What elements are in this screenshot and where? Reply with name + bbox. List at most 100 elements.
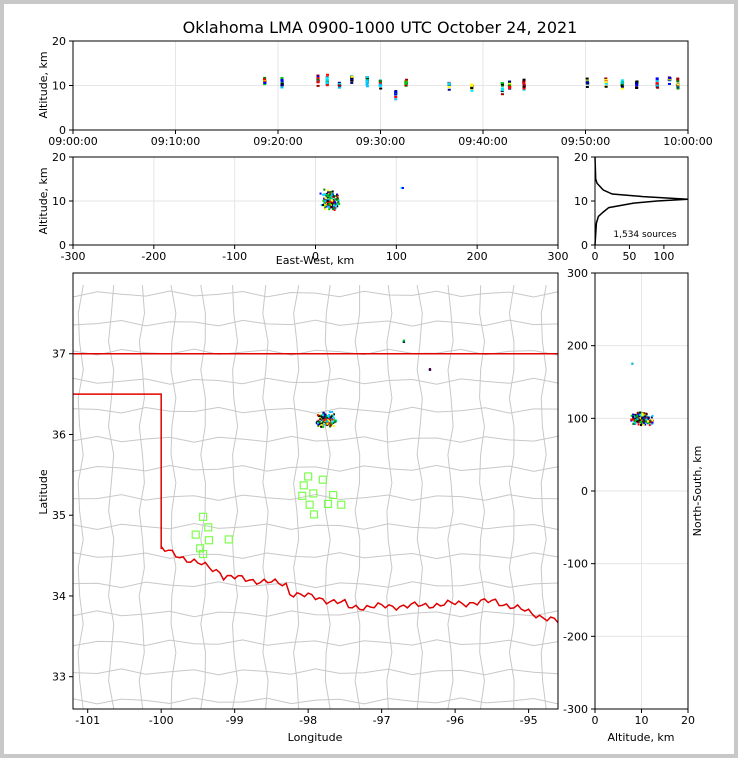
plan-source bbox=[320, 415, 323, 418]
plan-source bbox=[322, 425, 325, 428]
time-height-source bbox=[635, 82, 639, 85]
time-height-source bbox=[350, 81, 354, 84]
plan-source bbox=[326, 421, 329, 424]
lma-station-marker bbox=[198, 512, 208, 521]
county-line bbox=[72, 697, 559, 705]
ns-source bbox=[639, 421, 642, 424]
ew-source bbox=[332, 208, 335, 211]
ew-source bbox=[336, 194, 339, 197]
ew-ylabel: Altitude, km bbox=[37, 167, 50, 234]
ns-source bbox=[635, 421, 638, 424]
ew-source bbox=[334, 206, 337, 209]
ns-source bbox=[635, 416, 638, 419]
ew-source bbox=[329, 200, 332, 203]
time-height-source bbox=[325, 84, 329, 87]
time-height-source bbox=[635, 86, 639, 89]
time-height-source bbox=[676, 83, 680, 86]
ew-source bbox=[331, 203, 334, 206]
ew-source bbox=[334, 205, 337, 208]
plan-source bbox=[315, 422, 318, 425]
time-height-source bbox=[586, 81, 590, 84]
ns-source bbox=[637, 423, 640, 426]
ns-source bbox=[645, 412, 648, 415]
plan-source bbox=[328, 415, 331, 418]
ns-source bbox=[644, 416, 647, 419]
time-height-source bbox=[501, 89, 505, 92]
time-height-source bbox=[470, 89, 474, 92]
ew-source bbox=[330, 205, 333, 208]
ew-source bbox=[324, 197, 327, 200]
ns-source bbox=[647, 420, 650, 423]
ns-source bbox=[642, 423, 645, 426]
panel-frame-hist bbox=[594, 156, 689, 246]
ew-source bbox=[335, 198, 338, 201]
ew-source bbox=[326, 201, 329, 204]
plan-source bbox=[321, 423, 324, 426]
ew-source bbox=[329, 190, 332, 193]
time-height-source bbox=[522, 80, 526, 83]
ew-source bbox=[327, 191, 330, 194]
plan-source bbox=[323, 413, 326, 416]
county-line bbox=[138, 285, 146, 710]
plan-source bbox=[330, 415, 333, 418]
plan-source bbox=[332, 420, 335, 423]
altitude-profile-line bbox=[594, 156, 689, 246]
time-height-source bbox=[325, 81, 329, 84]
time-height-source bbox=[500, 82, 504, 85]
ns-source bbox=[631, 362, 634, 365]
panel-frame-plan bbox=[72, 272, 559, 710]
county-line bbox=[72, 319, 559, 327]
ew-source bbox=[328, 202, 331, 205]
figure-canvas: Oklahoma LMA 0900-1000 UTC October 24, 2… bbox=[37, 18, 713, 744]
ns-source bbox=[636, 411, 639, 414]
y-tick-label-ew: 0 bbox=[59, 239, 66, 252]
time-height-source bbox=[365, 80, 369, 83]
ew-source bbox=[332, 200, 335, 203]
plan-source bbox=[320, 422, 323, 425]
time-height-source bbox=[378, 83, 382, 86]
time-height-source bbox=[365, 76, 369, 79]
x-tick-label-plan: -96 bbox=[446, 714, 464, 727]
ew-source bbox=[325, 193, 328, 196]
y-tick-label-plan: 35 bbox=[52, 509, 66, 522]
plan-source bbox=[322, 412, 325, 415]
plan-source bbox=[328, 411, 331, 414]
y-tick-label-hist: 20 bbox=[574, 151, 588, 164]
time-height-source bbox=[350, 75, 354, 78]
ew-source bbox=[329, 197, 332, 200]
ns-source bbox=[636, 414, 639, 417]
county-line bbox=[508, 285, 515, 710]
county-line bbox=[72, 668, 559, 676]
axes-layer bbox=[69, 40, 689, 713]
ns-source bbox=[632, 422, 635, 425]
time-height-source bbox=[365, 82, 369, 85]
ew-xlabel: East-West, km bbox=[276, 254, 354, 267]
time-height-source bbox=[394, 92, 398, 95]
ns-source bbox=[630, 418, 633, 421]
ns-xlabel: Altitude, km bbox=[607, 731, 674, 744]
plan-source bbox=[329, 416, 332, 419]
ns-source bbox=[642, 416, 645, 419]
lma-station-marker bbox=[309, 510, 319, 519]
x-tick-label-ew: 100 bbox=[386, 250, 407, 263]
time-height-source bbox=[676, 80, 680, 83]
lma-station-marker bbox=[298, 491, 307, 500]
time-height-source bbox=[585, 77, 589, 80]
time-height-source bbox=[280, 86, 284, 89]
county-line bbox=[72, 464, 559, 472]
county-line bbox=[72, 435, 559, 443]
ew-source bbox=[328, 192, 331, 195]
ns-source bbox=[638, 415, 641, 418]
time-height-source bbox=[676, 78, 680, 81]
time-height-source bbox=[378, 82, 382, 85]
x-tick-label-th: 09:20:00 bbox=[253, 135, 302, 148]
time-height-source bbox=[620, 79, 624, 82]
ew-source bbox=[328, 208, 331, 211]
time-height-source bbox=[325, 73, 329, 76]
lma-station-marker bbox=[323, 499, 333, 509]
time-height-source bbox=[337, 84, 341, 87]
time-height-source bbox=[507, 84, 511, 87]
ew-source bbox=[330, 197, 333, 200]
time-height-source bbox=[378, 79, 382, 82]
y-tick-label-ns: -300 bbox=[563, 703, 588, 716]
